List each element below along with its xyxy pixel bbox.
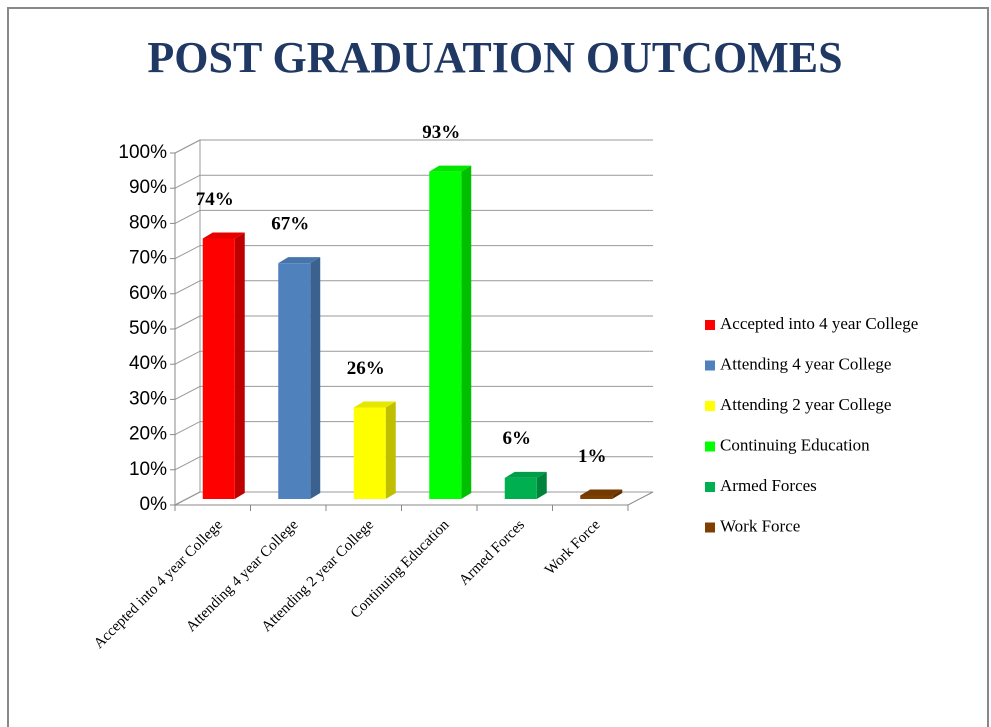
bar-face (429, 165, 472, 172)
y-tick-label: 50% (129, 318, 167, 339)
legend-label: Continuing Education (720, 435, 870, 454)
bar-face (278, 257, 321, 264)
legend-swatch (705, 401, 715, 411)
bar-face (353, 407, 386, 499)
data-label: 93% (422, 122, 460, 143)
bar-face (504, 477, 537, 499)
bar-face (580, 489, 623, 496)
grid-line (174, 421, 653, 436)
y-tick-label: 30% (129, 388, 167, 409)
data-label: 6% (503, 428, 532, 449)
y-tick-label: 0% (140, 494, 168, 515)
y-tick-label: 10% (129, 459, 167, 480)
y-tick-label: 20% (129, 424, 167, 445)
grid-line (174, 491, 653, 506)
bar (429, 165, 472, 499)
y-tick-label: 90% (129, 177, 167, 198)
legend-swatch (705, 320, 715, 330)
legend-label: Accepted into 4 year College (720, 314, 918, 333)
grid-line (174, 245, 653, 260)
bar-face (202, 232, 245, 239)
bar-face (385, 401, 396, 499)
bar (504, 471, 547, 499)
grid-line (174, 315, 653, 330)
bar (202, 232, 245, 499)
bar-face (234, 232, 245, 499)
legend-swatch (705, 522, 715, 533)
legend-label: Armed Forces (720, 476, 817, 495)
data-label: 1% (578, 446, 607, 467)
bar-face (202, 238, 235, 499)
legend-label: Work Force (720, 516, 800, 535)
grid-line (174, 139, 653, 154)
data-label: 74% (196, 189, 234, 210)
bar-face (461, 165, 472, 499)
grid-line (174, 350, 653, 365)
bar-face (429, 171, 462, 499)
legend-swatch (705, 441, 715, 452)
y-tick-label: 80% (129, 212, 167, 233)
legend-label: Attending 2 year College (720, 395, 891, 414)
bar-face (536, 471, 547, 499)
y-tick-label: 100% (118, 142, 167, 163)
bar-face (278, 263, 311, 499)
legend-swatch (705, 482, 715, 492)
bar-face (612, 489, 623, 499)
legend-swatch (705, 360, 715, 371)
bar (353, 401, 396, 499)
grid-line (174, 456, 653, 471)
y-tick-label: 60% (129, 283, 167, 304)
grid-line (174, 209, 653, 224)
chart-title: POST GRADUATION OUTCOMES (147, 33, 842, 82)
bar-face (353, 401, 396, 408)
grid-line (174, 385, 653, 400)
chart-border (7, 7, 989, 727)
legend-label: Attending 4 year College (720, 354, 891, 373)
y-tick-label: 40% (129, 353, 167, 374)
bar (580, 489, 623, 499)
bar-face (504, 471, 547, 478)
data-label: 26% (347, 358, 385, 379)
bar-face (310, 257, 321, 499)
data-label: 67% (271, 214, 309, 235)
grid-line (174, 280, 653, 295)
bar-face (580, 495, 613, 499)
bar (278, 257, 321, 499)
grid-line (174, 174, 653, 189)
y-tick-label: 70% (129, 248, 167, 269)
